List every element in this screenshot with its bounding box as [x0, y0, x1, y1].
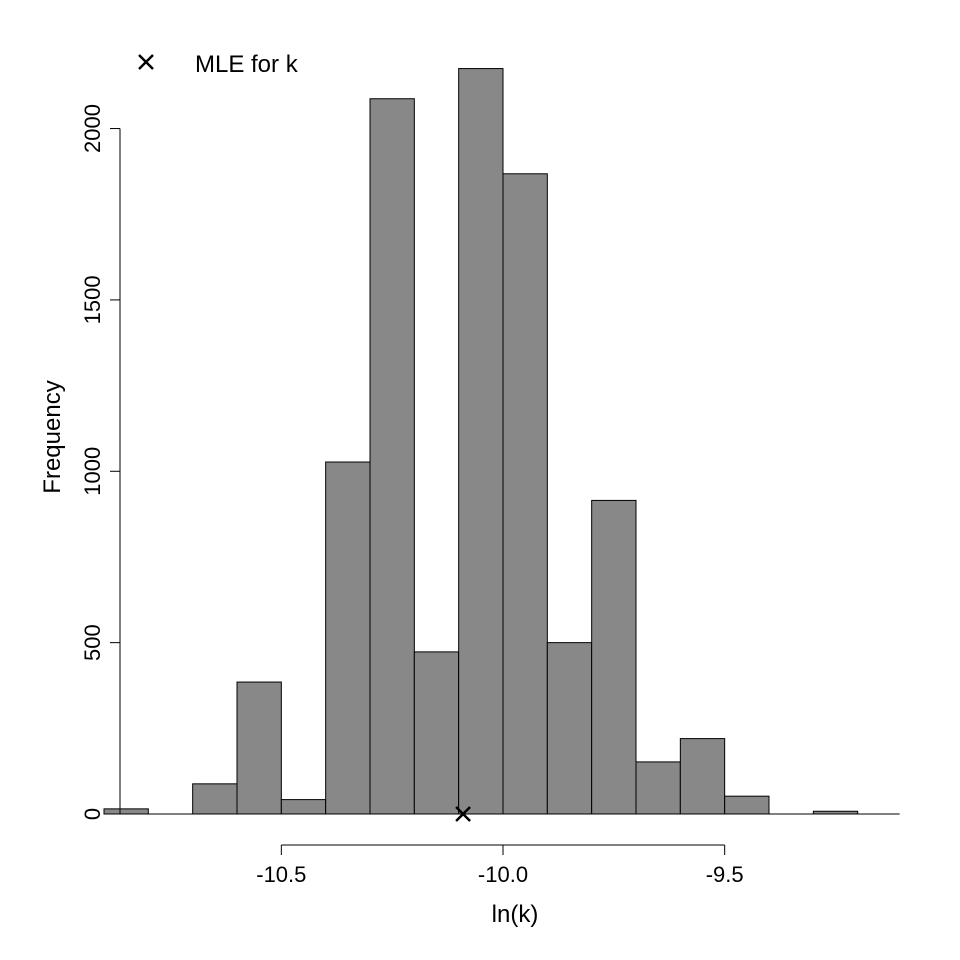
histogram-bar [458, 68, 504, 815]
legend: MLE for k [138, 51, 299, 78]
x-tick-label: -10.5 [256, 862, 306, 887]
histogram-bar [591, 499, 637, 815]
legend-label: MLE for k [195, 51, 299, 78]
histogram-bar [103, 808, 149, 815]
histogram-bar [502, 173, 548, 815]
legend-x-mark [138, 54, 154, 70]
x-axis: -10.5 -10.0 -9.5 [256, 844, 744, 887]
histogram-bar [192, 783, 238, 815]
x-tick-label: -10.0 [478, 862, 528, 887]
histogram-bar [369, 98, 415, 815]
histogram-bar [635, 761, 681, 815]
histogram-bars [103, 68, 859, 815]
histogram-bar [724, 795, 770, 815]
legend-x-marker-icon [138, 54, 154, 70]
histogram-bar [280, 799, 327, 815]
mle-x-mark [455, 806, 471, 822]
y-tick-label: 2000 [80, 104, 105, 153]
x-axis-title: ln(k) [492, 901, 539, 928]
histogram-bar [325, 461, 371, 815]
histogram-bar [679, 738, 726, 815]
x-tick-label: -9.5 [706, 862, 744, 887]
histogram-bar [236, 681, 282, 815]
y-axis-title: Frequency [39, 380, 66, 493]
histogram-bar [546, 642, 593, 815]
y-tick-label: 500 [80, 624, 105, 661]
y-tick-label: 1500 [80, 275, 105, 324]
y-tick-label: 1000 [80, 447, 105, 496]
mle-marker [455, 806, 471, 822]
y-tick-label: 0 [80, 808, 105, 820]
y-axis: 0 500 1000 1500 2000 [80, 104, 121, 820]
histogram-bar [413, 651, 460, 815]
